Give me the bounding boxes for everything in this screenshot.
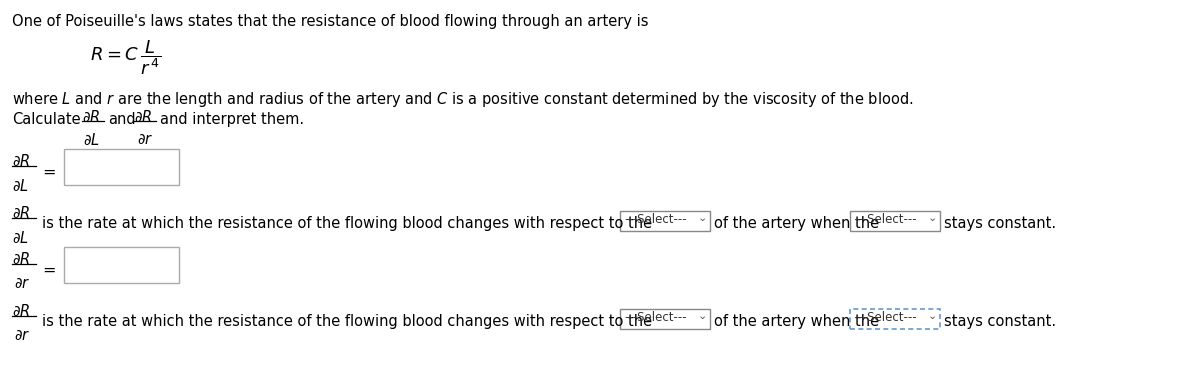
Text: and interpret them.: and interpret them. bbox=[160, 112, 304, 127]
Text: ⌄: ⌄ bbox=[928, 311, 937, 321]
FancyBboxPatch shape bbox=[849, 309, 940, 329]
Text: of the artery when the: of the artery when the bbox=[714, 314, 879, 329]
Text: $\partial R$: $\partial R$ bbox=[82, 109, 100, 125]
Text: is the rate at which the resistance of the flowing blood changes with respect to: is the rate at which the resistance of t… bbox=[42, 216, 652, 231]
Text: One of Poiseuille's laws states that the resistance of blood flowing through an : One of Poiseuille's laws states that the… bbox=[12, 14, 649, 29]
Text: is the rate at which the resistance of the flowing blood changes with respect to: is the rate at which the resistance of t… bbox=[42, 314, 652, 329]
Text: ---Select---: ---Select--- bbox=[624, 213, 687, 226]
Text: stays constant.: stays constant. bbox=[944, 314, 1056, 329]
FancyBboxPatch shape bbox=[64, 247, 179, 283]
Text: and: and bbox=[108, 112, 135, 127]
Text: stays constant.: stays constant. bbox=[944, 216, 1056, 231]
FancyBboxPatch shape bbox=[849, 211, 940, 231]
Text: where $\mathit{L}$ and $\mathit{r}$ are the length and radius of the artery and : where $\mathit{L}$ and $\mathit{r}$ are … bbox=[12, 90, 914, 109]
Text: $\partial L$: $\partial L$ bbox=[12, 178, 29, 194]
Text: $\partial R$: $\partial R$ bbox=[12, 251, 31, 267]
Text: $\partial R$: $\partial R$ bbox=[12, 153, 31, 169]
Text: ---Select---: ---Select--- bbox=[854, 311, 917, 324]
Text: $\partial R$: $\partial R$ bbox=[12, 303, 31, 319]
Text: ---Select---: ---Select--- bbox=[854, 213, 917, 226]
FancyBboxPatch shape bbox=[620, 309, 710, 329]
Text: ---Select---: ---Select--- bbox=[624, 311, 687, 324]
Text: $\partial L$: $\partial L$ bbox=[83, 132, 100, 148]
Text: =: = bbox=[42, 165, 56, 180]
Text: $\partial r$: $\partial r$ bbox=[14, 328, 31, 343]
FancyBboxPatch shape bbox=[64, 149, 179, 185]
Text: $\partial L$: $\partial L$ bbox=[12, 230, 29, 246]
Text: Calculate: Calculate bbox=[12, 112, 81, 127]
Text: of the artery when the: of the artery when the bbox=[714, 216, 879, 231]
Text: $\partial R$: $\partial R$ bbox=[12, 205, 31, 221]
Text: ⌄: ⌄ bbox=[928, 213, 937, 223]
FancyBboxPatch shape bbox=[620, 211, 710, 231]
Text: ⌄: ⌄ bbox=[699, 311, 707, 321]
Text: $\partial R$: $\partial R$ bbox=[134, 109, 152, 125]
Text: $\mathit{R} = \mathit{C}\,\dfrac{\mathit{L}}{\mathit{r}^{\,4}}$: $\mathit{R} = \mathit{C}\,\dfrac{\mathit… bbox=[90, 38, 162, 77]
Text: =: = bbox=[42, 263, 56, 278]
Text: $\partial r$: $\partial r$ bbox=[137, 132, 153, 147]
Text: $\partial r$: $\partial r$ bbox=[14, 276, 31, 291]
Text: ⌄: ⌄ bbox=[699, 213, 707, 223]
